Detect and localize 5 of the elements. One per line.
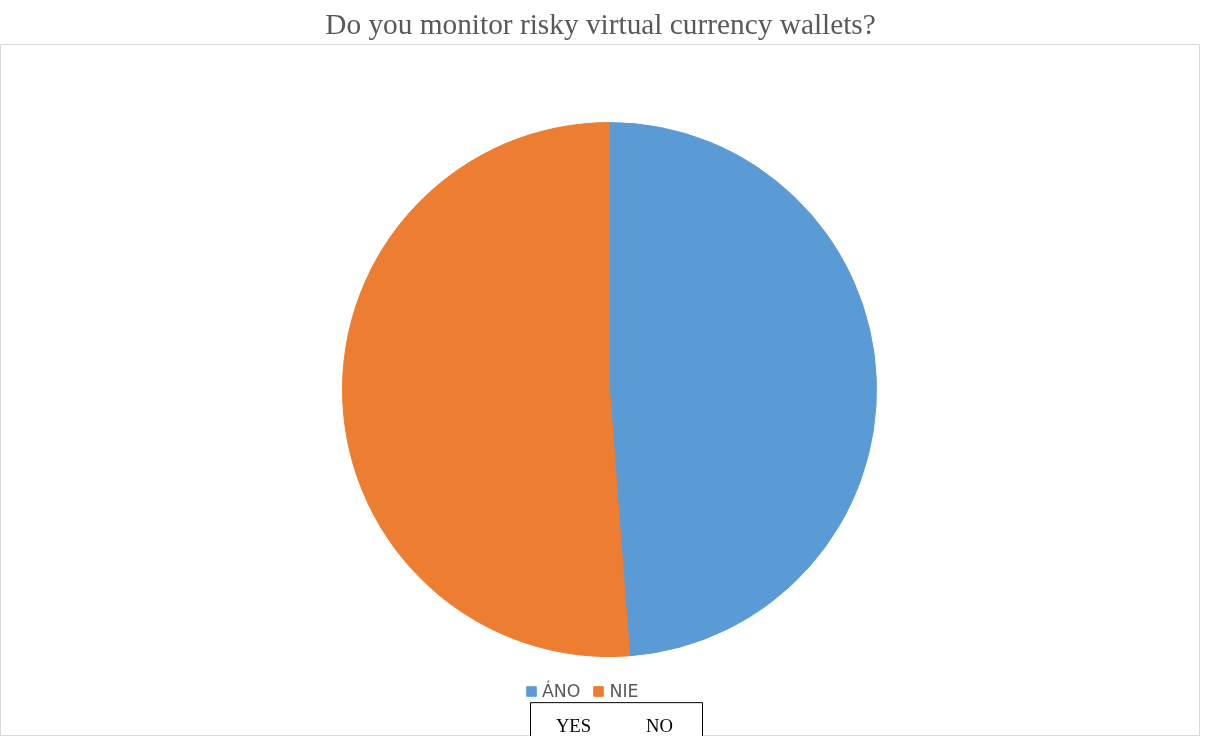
text: YES — [555, 714, 592, 736]
chart-title: Do you monitor risky virtual currency wallets? — [325, 7, 876, 40]
legend-label: NIE — [609, 681, 639, 701]
legend-label: ÁNO — [542, 681, 581, 701]
text: NO — [646, 714, 673, 736]
